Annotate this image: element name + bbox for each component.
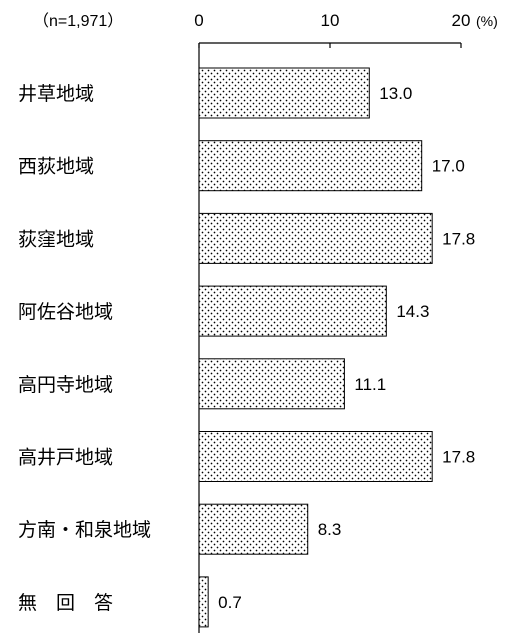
bar: [198, 67, 370, 119]
bar: [198, 431, 433, 482]
category-label: 高円寺地域: [18, 374, 113, 396]
bar: [198, 358, 345, 410]
x-tick-label: 0: [194, 11, 203, 30]
bar-value-label: 11.1: [354, 375, 386, 394]
bars: 13.0 17.0 17.8 14.3 11.1 17.8 8.3 0.7: [198, 67, 475, 628]
bar-value-label: 13.0: [379, 84, 412, 103]
unit-label: (%): [476, 13, 498, 29]
category-label: 荻窪地域: [18, 228, 94, 250]
bar-value-label: 17.8: [442, 229, 475, 248]
x-tick-label: 20: [452, 11, 471, 30]
category-label: 高井戸地域: [18, 447, 113, 469]
category-label: 西荻地域: [18, 156, 94, 178]
category-label: 阿佐谷地域: [18, 301, 113, 323]
bar-value-label: 8.3: [318, 520, 342, 539]
bar: [198, 503, 309, 555]
bar: [198, 576, 209, 628]
x-tick-label: 10: [321, 11, 340, 30]
bar: [198, 212, 433, 264]
bar-value-label: 14.3: [396, 302, 429, 321]
bar-value-label: 0.7: [218, 593, 242, 612]
category-label: 方南・和泉地域: [18, 519, 151, 541]
bar: [198, 140, 423, 192]
bar-value-label: 17.0: [432, 157, 465, 176]
category-label: 井草地域: [18, 83, 94, 105]
bar-value-label: 17.8: [442, 448, 475, 467]
category-label: 無 回 答: [18, 592, 113, 614]
bar: [198, 285, 387, 337]
sample-size-label: （n=1,971）: [33, 12, 123, 30]
